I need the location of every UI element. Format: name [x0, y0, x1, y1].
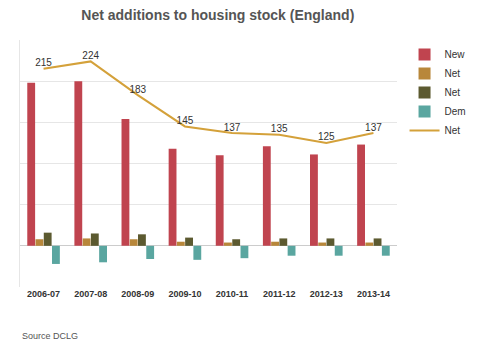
svg-text:135: 135 — [271, 123, 288, 134]
svg-text:2007-08: 2007-08 — [74, 289, 107, 299]
svg-text:2010-11: 2010-11 — [216, 289, 249, 299]
svg-text:Dem: Dem — [445, 106, 466, 117]
svg-text:137: 137 — [365, 122, 382, 133]
svg-text:Net: Net — [445, 87, 461, 98]
svg-text:Net: Net — [445, 68, 461, 79]
svg-text:2011-12: 2011-12 — [263, 289, 296, 299]
svg-text:Net additions to housing stock: Net additions to housing stock (England) — [81, 7, 354, 23]
svg-text:New: New — [445, 49, 466, 60]
svg-text:2009-10: 2009-10 — [168, 289, 201, 299]
svg-text:Source DCLG: Source DCLG — [22, 331, 78, 341]
svg-text:145: 145 — [177, 115, 194, 126]
svg-text:137: 137 — [224, 122, 241, 133]
svg-text:2013-14: 2013-14 — [357, 289, 390, 299]
svg-text:224: 224 — [82, 50, 99, 61]
svg-text:Net: Net — [445, 125, 461, 136]
svg-text:215: 215 — [35, 57, 52, 68]
svg-text:2012-13: 2012-13 — [310, 289, 343, 299]
svg-text:183: 183 — [129, 84, 146, 95]
svg-text:2006-07: 2006-07 — [27, 289, 60, 299]
svg-text:2008-09: 2008-09 — [121, 289, 154, 299]
svg-text:125: 125 — [318, 131, 335, 142]
